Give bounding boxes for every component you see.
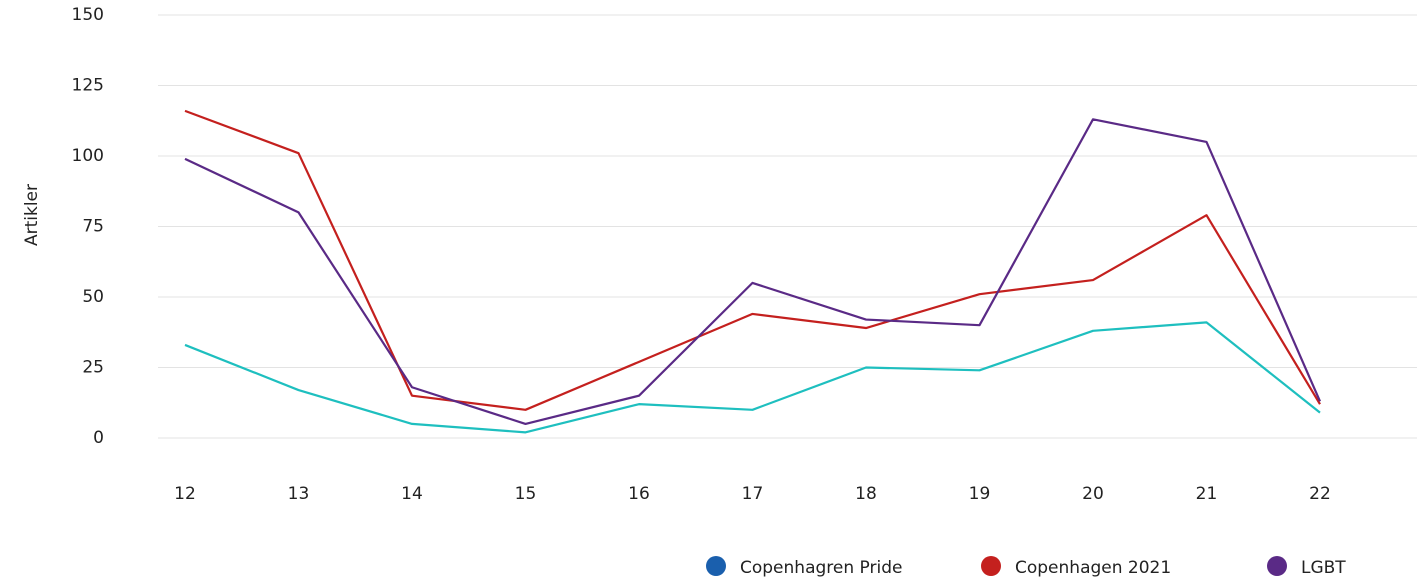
y-axis-label: Artikler: [22, 184, 42, 246]
x-tick-label: 17: [742, 484, 764, 504]
x-tick-label: 16: [628, 484, 650, 504]
legend-marker: [981, 556, 1001, 576]
line-series: [184, 321, 1321, 434]
legend-label: Copenhagen 2021: [1015, 558, 1171, 578]
x-tick-label: 22: [1309, 484, 1331, 504]
y-tick-label: 75: [82, 217, 104, 237]
y-tick-label: 0: [93, 428, 104, 448]
x-tick-label: 19: [969, 484, 991, 504]
x-tick-label: 21: [1196, 484, 1218, 504]
x-tick-label: 14: [401, 484, 423, 504]
x-tick-label: 20: [1082, 484, 1104, 504]
y-tick-label: 150: [72, 5, 104, 25]
x-tick-label: 12: [174, 484, 196, 504]
x-tick-label: 18: [855, 484, 877, 504]
legend-label: Copenhagren Pride: [740, 558, 902, 578]
legend-marker: [1267, 556, 1287, 576]
y-tick-label: 25: [82, 358, 104, 378]
x-tick-label: 13: [288, 484, 310, 504]
legend-label: LGBT: [1301, 558, 1346, 578]
legend-marker: [706, 556, 726, 576]
line-series: [184, 118, 1322, 425]
y-tick-label: 50: [82, 287, 104, 307]
y-tick-label: 100: [72, 146, 104, 166]
x-tick-label: 15: [515, 484, 537, 504]
y-tick-label: 125: [72, 76, 104, 96]
line-series: [184, 109, 1321, 411]
